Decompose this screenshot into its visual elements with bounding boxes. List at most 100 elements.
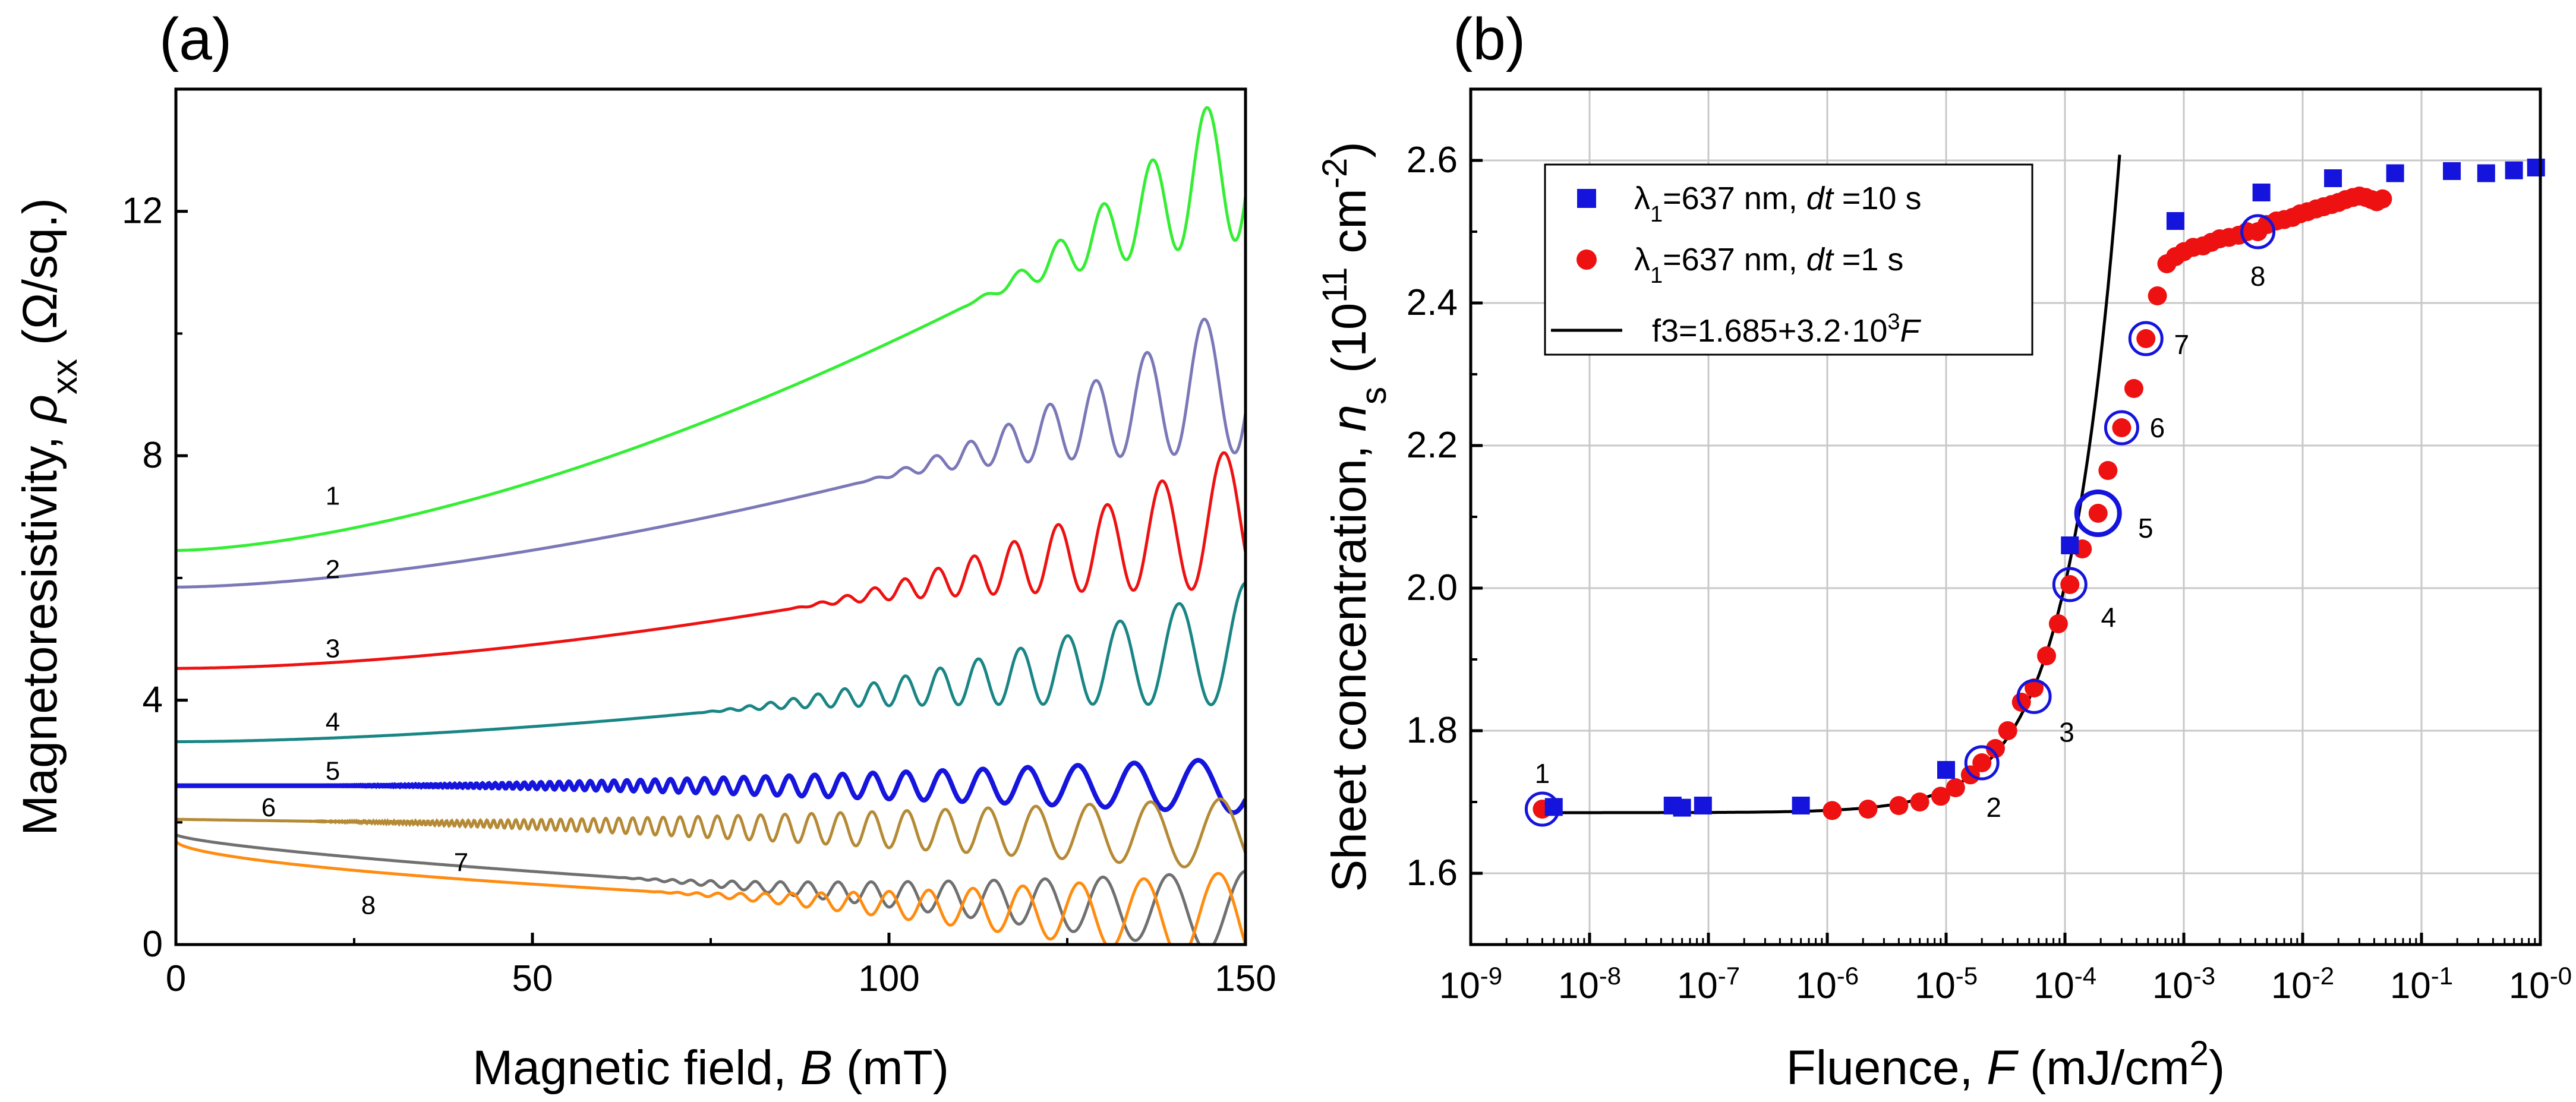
data-point-circle (2037, 646, 2057, 665)
panel-b-y-ticks: 1.6 1.8 2.0 2.2 2.4 2.6 (1407, 140, 1483, 893)
circled-point-label-5: 5 (2138, 513, 2154, 544)
data-point-circle (2124, 379, 2143, 398)
circled-point-label-3: 3 (2059, 716, 2074, 747)
legend-entry-fit: f3=1.685+3.2·103F (1652, 310, 1922, 349)
x-tick-label: 100 (858, 958, 919, 999)
circled-point-4 (2052, 567, 2088, 602)
curve-1 (176, 106, 1246, 552)
curve-label-6: 6 (261, 793, 276, 822)
panel-b-label: (b) (1453, 6, 1525, 72)
panel-a-curve-labels: 1 2 3 4 5 6 7 8 (261, 481, 468, 920)
circled-point-6 (2104, 410, 2139, 446)
legend-entry-circles: λ1=637 nm, dt =1 s (1634, 242, 1903, 288)
data-point-circle (2060, 575, 2080, 594)
circled-point-label-2: 2 (1986, 792, 2001, 823)
data-point-square (2443, 162, 2461, 180)
panel-b-series (1533, 159, 2545, 820)
curve-5 (176, 757, 1246, 815)
x-tick-label: 10-9 (1439, 962, 1502, 1007)
data-point-circle (1972, 753, 1992, 772)
curve-label-2: 2 (326, 555, 340, 584)
curve-3 (176, 451, 1246, 670)
data-point-circle (1985, 739, 2005, 758)
x-tick-label: 10-3 (2152, 962, 2215, 1007)
panel-b-x-axis-label: Fluence, F (mJ/cm2) (1786, 1034, 2225, 1095)
data-point-square (1937, 761, 1955, 779)
panel-a-x-ticks: 0 50 100 150 (166, 933, 1276, 999)
curve-label-4: 4 (326, 708, 340, 737)
x-tick-label: 50 (512, 958, 553, 999)
data-point-circle (2148, 286, 2167, 305)
data-point-square (2477, 164, 2495, 182)
data-point-square (1544, 798, 1563, 816)
data-point-circle (2088, 504, 2108, 523)
data-point-circle (1910, 792, 1929, 811)
legend-entry-squares: λ1=637 nm, dt =10 s (1634, 181, 1921, 227)
data-point-circle (2011, 693, 2031, 712)
curve-label-5: 5 (326, 756, 340, 785)
y-tick-label: 1.6 (1407, 852, 1458, 893)
data-point-circle (2025, 678, 2044, 697)
y-tick-label: 2.6 (1407, 140, 1458, 181)
y-tick-label: 4 (143, 680, 163, 721)
curve-label-1: 1 (326, 481, 340, 510)
circled-point-8 (2240, 214, 2276, 250)
legend-marker-square (1577, 189, 1596, 208)
data-point-square (2166, 212, 2184, 230)
circled-point-5 (2074, 490, 2122, 537)
x-tick-label: 10-1 (2390, 962, 2453, 1007)
data-point-square (1673, 798, 1691, 817)
x-tick-label: 0 (166, 958, 186, 999)
circled-point-label-4: 4 (2101, 602, 2116, 633)
curve-4 (176, 581, 1246, 743)
data-point-square (2386, 164, 2404, 182)
curve-7 (176, 833, 1246, 945)
data-point-square (2505, 161, 2523, 179)
x-tick-label: 10-2 (2271, 962, 2334, 1007)
data-point-circle (1889, 796, 1909, 815)
y-tick-label: 2.4 (1407, 282, 1458, 323)
data-point-square (1694, 797, 1712, 814)
x-tick-label: 10-5 (1915, 962, 1978, 1007)
circled-point-label-8: 8 (2250, 261, 2266, 292)
x-tick-label: 10-4 (2033, 962, 2096, 1007)
panel-a-curves (176, 106, 1246, 945)
data-point-square (2252, 184, 2271, 201)
y-tick-label: 2.0 (1407, 567, 1458, 608)
data-point-circle (1823, 801, 1842, 820)
panel-a-label: (a) (159, 6, 232, 72)
x-tick-label: 10-6 (1796, 962, 1859, 1007)
panel-b-y-axis-label: Sheet concentration, ns (1011 cm-2) (1316, 141, 1393, 892)
circled-point-label-7: 7 (2174, 329, 2189, 360)
y-tick-label: 8 (143, 435, 163, 476)
circled-point-label-1: 1 (1535, 758, 1550, 789)
y-tick-label: 2.2 (1407, 425, 1458, 466)
panel-a-x-axis-label: Magnetic field, B (mT) (472, 1041, 949, 1095)
legend-marker-circle (1577, 250, 1597, 270)
circled-point-3 (2016, 678, 2052, 714)
panel-a-y-ticks: 0 4 8 12 (122, 191, 188, 965)
x-tick-label: 150 (1215, 958, 1276, 999)
data-point-square (2527, 159, 2545, 176)
panel-b-circled-points: 1 2 3 4 5 6 7 8 (1524, 214, 2276, 827)
data-point-circle (2136, 329, 2156, 348)
curve-6 (176, 797, 1246, 869)
data-point-circle (1858, 800, 1878, 819)
data-point-square (1792, 797, 1810, 814)
y-tick-label: 0 (143, 924, 163, 965)
circled-point-1 (1524, 791, 1560, 827)
data-point-circle (2373, 189, 2392, 209)
data-point-square (2324, 169, 2342, 187)
y-tick-label: 1.8 (1407, 710, 1458, 751)
data-point-circle (1946, 778, 1965, 797)
circled-point-label-6: 6 (2150, 412, 2165, 443)
x-tick-label: 10-7 (1677, 962, 1740, 1007)
circled-point-2 (1964, 745, 2000, 781)
panel-b-x-ticks: 10-9 10-8 10-7 10-6 10-5 10-4 10-3 10-2 10-1 10-0 (1439, 933, 2572, 1006)
data-point-square (2061, 536, 2079, 554)
data-point-circle (2098, 461, 2118, 480)
curve-label-7: 7 (454, 848, 468, 877)
